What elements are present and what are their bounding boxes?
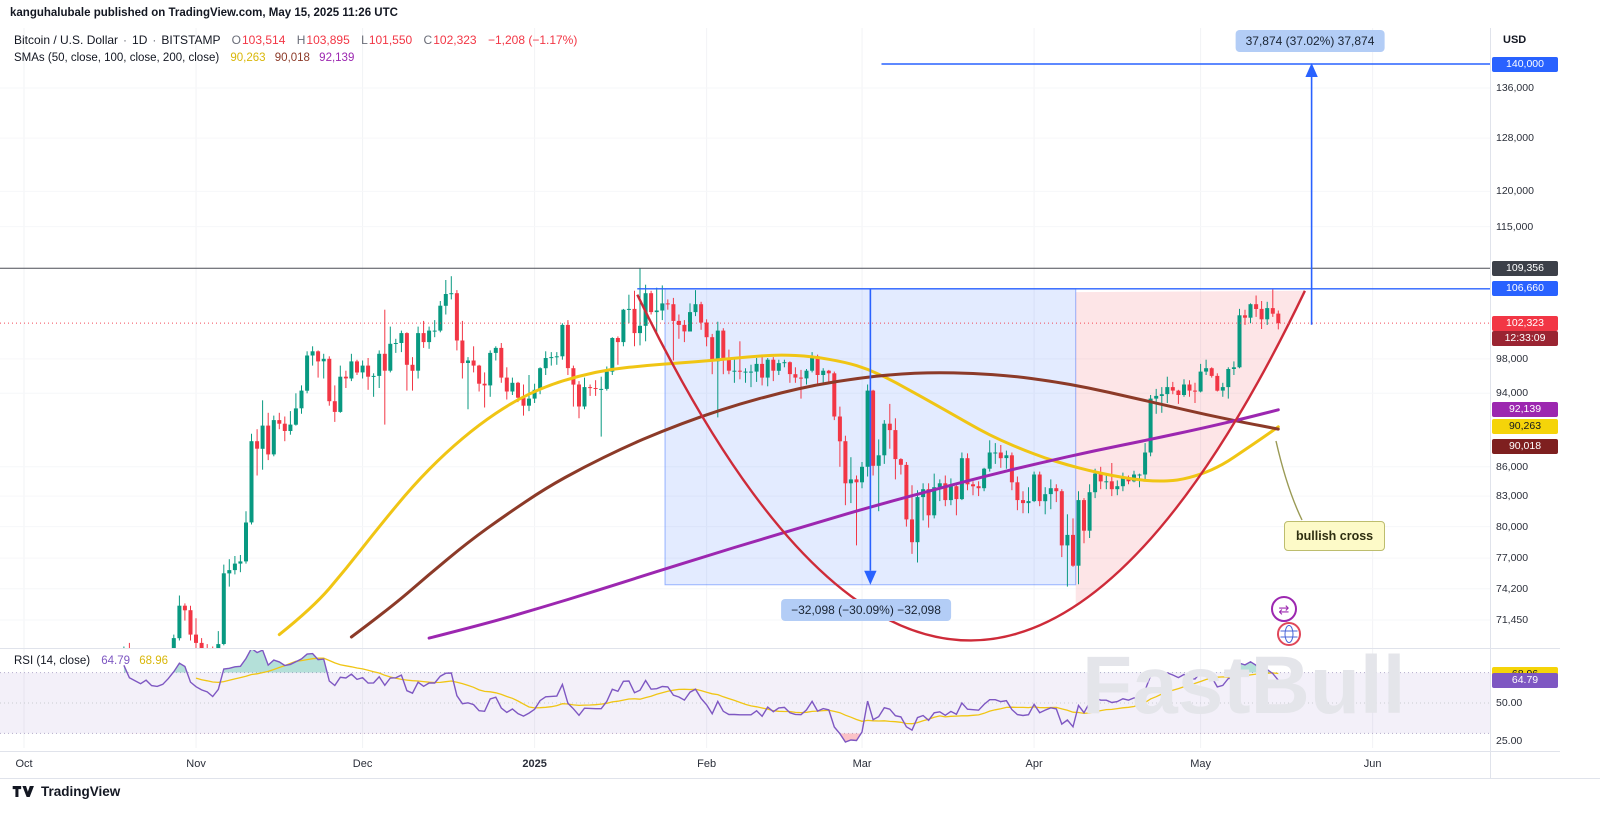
down-arrowhead	[864, 570, 877, 585]
countdown-tag: 12:33:09	[1492, 331, 1558, 347]
globe-icon[interactable]	[1277, 622, 1301, 646]
gridlines	[0, 28, 1490, 748]
main-pane	[0, 63, 1490, 648]
rsi-ma-line	[195, 657, 1279, 725]
price-tag-102323: 102,323	[1492, 315, 1558, 331]
price-level-label: 80,000	[1496, 520, 1529, 533]
symbol-legend: Bitcoin / U.S. Dollar · 1D · BITSTAMP O103,5…	[14, 33, 577, 47]
tradingview-branding[interactable]: TradingView	[12, 783, 120, 800]
open-label: O	[231, 33, 241, 47]
price-range-up-label[interactable]: 37,874 (37.02%) 37,874	[1235, 30, 1385, 52]
price-level-label: 98,000	[1496, 352, 1529, 365]
up-arrowhead	[1305, 63, 1318, 77]
price-tag-92139: 92,139	[1492, 402, 1558, 418]
time-label-Dec[interactable]: Dec	[352, 758, 373, 770]
sma50-line	[277, 353, 1280, 637]
tradingview-logo-icon	[12, 786, 34, 797]
time-label-Feb[interactable]: Feb	[697, 758, 717, 770]
time-label-Nov[interactable]: Nov	[186, 758, 206, 770]
price-level-label: 86,000	[1496, 460, 1529, 473]
low-label: L	[361, 33, 368, 47]
axis-currency-label: USD	[1503, 34, 1527, 46]
symbol-title[interactable]: Bitcoin / U.S. Dollar	[14, 33, 119, 47]
bullish-cross-note[interactable]: bullish cross	[1284, 521, 1386, 551]
low-value: 101,550	[368, 33, 413, 47]
high-label: H	[296, 33, 306, 47]
sma100-value: 90,018	[274, 52, 310, 64]
time-label-Mar[interactable]: Mar	[852, 758, 872, 770]
price-level-label: 128,000	[1496, 132, 1534, 145]
price-level-label: 115,000	[1496, 220, 1534, 233]
swap-arrows-icon[interactable]	[1271, 596, 1297, 622]
sma100-line	[349, 371, 1280, 639]
time-label-May[interactable]: May	[1190, 758, 1211, 770]
price-level-label: 120,000	[1496, 185, 1534, 198]
rsi-overbought-fill	[123, 650, 1279, 673]
fastbull-watermark: FastBull	[1082, 640, 1406, 731]
time-axis[interactable]	[0, 752, 1490, 778]
separator-dot: ·	[152, 33, 157, 47]
price-level-label: 83,000	[1496, 490, 1529, 503]
floating-icons[interactable]: ⇄	[1271, 596, 1301, 646]
price-tag-109356: 109,356	[1492, 260, 1558, 276]
price-level-label: 74,200	[1496, 582, 1529, 595]
rsi-level-label: 50.00	[1496, 697, 1523, 709]
sma-title[interactable]: SMAs (50, close, 100, close, 200, close)	[14, 52, 220, 64]
price-tag-90018: 90,018	[1492, 438, 1558, 454]
close-label: C	[423, 33, 433, 47]
pane-separator[interactable]	[0, 648, 1560, 649]
rsi-level-label: 25.00	[1496, 735, 1523, 747]
time-label-Jun[interactable]: Jun	[1363, 758, 1382, 770]
sma200-value: 92,139	[319, 52, 355, 64]
separator-dot: ·	[123, 33, 128, 47]
attribution-bar: kanguhalubale published on TradingView.c…	[10, 7, 398, 19]
price-axis-border	[1490, 28, 1491, 778]
tradingview-wordmark: TradingView	[41, 784, 121, 799]
price-tag-140000: 140,000	[1492, 56, 1558, 72]
sma50-value: 90,263	[230, 52, 266, 64]
price-tag-90263: 90,263	[1492, 419, 1558, 435]
rsi-pane	[0, 650, 1490, 743]
cup-curve[interactable]	[636, 290, 1306, 642]
price-range-down-label[interactable]: −32,098 (−30.09%) −32,098	[781, 599, 951, 621]
rsi-line	[123, 650, 1279, 743]
cup-fill	[1075, 290, 1305, 606]
svg-text:⇄: ⇄	[1279, 603, 1290, 618]
rsi-ma-value: 68.96	[139, 655, 169, 667]
time-label-Oct[interactable]: Oct	[15, 758, 33, 770]
sma-legend: SMAs (50, close, 100, close, 200, close)…	[14, 52, 354, 64]
price-level-label: 94,000	[1496, 387, 1529, 400]
rsi-tag-64.79: 64.79	[1492, 673, 1558, 689]
time-label-Apr[interactable]: Apr	[1025, 758, 1043, 770]
open-value: 103,514	[241, 33, 286, 47]
close-value: 102,323	[433, 33, 477, 47]
rsi-title[interactable]: RSI (14, close)	[14, 655, 91, 667]
note-pointer-line	[1275, 440, 1303, 521]
time-axis-separator	[0, 751, 1560, 752]
price-level-label: 77,000	[1496, 552, 1529, 565]
price-tag-106660: 106,660	[1492, 281, 1558, 297]
footer-separator	[0, 778, 1600, 779]
interval-label[interactable]: 1D	[132, 33, 148, 47]
time-label-2025[interactable]: 2025	[522, 758, 547, 770]
exchange-label[interactable]: BITSTAMP	[161, 33, 221, 47]
price-level-label: 71,450	[1496, 614, 1529, 626]
rsi-legend: RSI (14, close) 64.79 68.96	[14, 655, 168, 667]
change-value: −1,208 (−1.17%)	[487, 33, 578, 47]
rsi-value: 64.79	[101, 655, 131, 667]
price-level-label: 136,000	[1496, 81, 1534, 94]
high-value: 103,895	[306, 33, 350, 47]
